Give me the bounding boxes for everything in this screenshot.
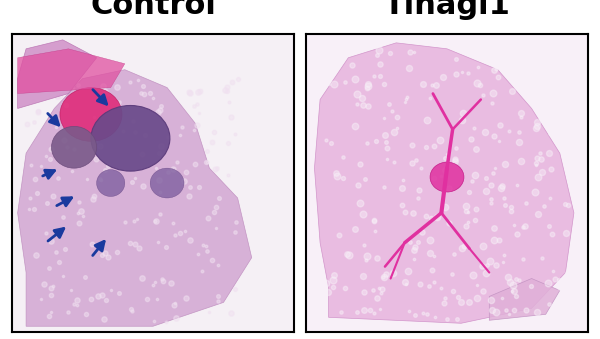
Polygon shape: [490, 279, 560, 320]
Ellipse shape: [91, 105, 170, 171]
Polygon shape: [314, 43, 574, 323]
Ellipse shape: [52, 126, 97, 168]
Ellipse shape: [97, 170, 125, 197]
Text: Control: Control: [90, 0, 216, 20]
Ellipse shape: [150, 168, 184, 198]
Polygon shape: [17, 40, 97, 108]
Polygon shape: [17, 49, 125, 94]
Text: Tinagl1: Tinagl1: [383, 0, 511, 20]
Ellipse shape: [430, 162, 464, 192]
Ellipse shape: [60, 87, 122, 141]
Polygon shape: [17, 70, 252, 326]
